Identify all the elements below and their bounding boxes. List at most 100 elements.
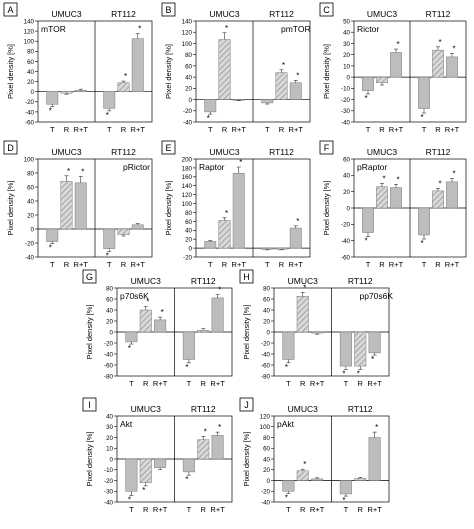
panel-j: J UMUC3 RT112 pAkt -40 -20 0 20 40 60 80 100 120 Pixe…	[239, 397, 390, 514]
y-tick-label: 40	[185, 75, 192, 82]
y-tick-label: 0	[347, 205, 351, 212]
x-tick-label: T	[422, 260, 427, 269]
y-tick-label: 100	[182, 201, 193, 208]
bar-umuc3-t	[46, 91, 59, 105]
x-tick-label: R+T	[153, 505, 168, 514]
significance-star: *	[364, 237, 367, 246]
bar-umuc3-rt	[154, 458, 167, 468]
bar-umuc3-t	[282, 331, 295, 360]
bar-umuc3-rt	[232, 173, 245, 249]
x-tick-label: R+T	[367, 505, 382, 514]
y-tick-label: -30	[104, 489, 114, 496]
significance-star: *	[106, 251, 109, 260]
group-label-umuc3: UMUC3	[51, 147, 81, 157]
bar-rt112-t	[261, 99, 274, 104]
group-label-rt112: RT112	[426, 9, 451, 19]
y-tick-label: -20	[25, 99, 35, 106]
group-label-umuc3: UMUC3	[367, 9, 397, 19]
bar-umuc3-t	[362, 76, 374, 91]
panel-letter-box	[82, 269, 97, 284]
significance-star: *	[303, 283, 306, 292]
panel-letter: G	[86, 272, 93, 282]
panel-letter: E	[165, 143, 171, 153]
panel-c: C UMUC3 RT112 Rictor -40 -30 -20 -10 0 10 20 30 40 50…	[319, 2, 467, 134]
y-tick-label: 20	[185, 237, 192, 244]
y-tick-label: -40	[341, 119, 351, 126]
y-tick-label: 20	[263, 318, 270, 325]
y-tick-label: -20	[183, 108, 193, 115]
y-tick-label: 20	[106, 318, 113, 325]
significance-star: *	[452, 45, 455, 54]
significance-star: *	[146, 298, 149, 307]
significance-star: *	[225, 209, 228, 218]
y-tick-label: 120	[24, 29, 35, 36]
y-tick-label: -10	[104, 467, 114, 474]
y-tick-label: -60	[341, 254, 351, 261]
bar-umuc3-r	[218, 39, 231, 100]
y-tick-label: -20	[261, 489, 271, 496]
bar-umuc3-t	[125, 331, 138, 343]
significance-star: *	[124, 72, 127, 81]
group-label-rt112: RT112	[191, 276, 216, 286]
y-tick-label: 30	[106, 424, 113, 431]
significance-star: *	[81, 168, 84, 177]
panel-title: Raptor	[199, 162, 225, 172]
y-tick-label: -20	[261, 340, 271, 347]
x-tick-label: T	[265, 260, 270, 269]
y-tick-label: 140	[24, 18, 35, 25]
x-tick-label: T	[129, 379, 134, 388]
panel-letter-box	[82, 397, 97, 412]
y-tick-label: 40	[343, 173, 350, 180]
bar-rt112-t	[182, 458, 195, 473]
x-tick-label: R	[143, 505, 149, 514]
y-axis-label: Pixel density [%]	[6, 180, 15, 235]
y-tick-label: -40	[104, 499, 114, 506]
significance-star: *	[303, 460, 306, 469]
y-tick-label: 160	[182, 174, 193, 181]
panel-title: pmTOR	[281, 24, 311, 34]
x-tick-label: R+T	[74, 125, 89, 134]
significance-star: *	[420, 239, 423, 248]
y-tick-label: 80	[185, 52, 192, 59]
y-tick-label: 80	[27, 170, 34, 177]
significance-star: *	[218, 423, 221, 432]
y-tick-label: 10	[343, 63, 350, 70]
x-tick-label: T	[265, 125, 270, 134]
x-tick-label: T	[366, 260, 371, 269]
panel-f: F UMUC3 RT112 pRaptor -60 -40 -20 0 20 40 60 Pixel …	[319, 140, 467, 269]
y-tick-label: -20	[341, 222, 351, 229]
y-tick-label: 0	[267, 478, 271, 485]
bar-rt112-r	[432, 190, 444, 209]
y-tick-label: 40	[263, 307, 270, 314]
x-tick-label: R+T	[367, 379, 382, 388]
x-tick-label: R+T	[445, 125, 460, 134]
x-tick-label: R+T	[74, 260, 89, 269]
bar-umuc3-r	[60, 91, 73, 94]
x-tick-label: R+T	[210, 379, 225, 388]
x-tick-label: R	[300, 505, 306, 514]
panel-letter-box	[3, 140, 18, 155]
y-tick-label: 120	[182, 30, 193, 37]
significance-star: *	[364, 94, 367, 103]
x-tick-label: T	[50, 125, 55, 134]
bar-umuc3-rt	[390, 187, 402, 209]
y-tick-label: 40	[106, 307, 113, 314]
panel-letter: A	[7, 5, 13, 15]
x-tick-label: R	[435, 260, 441, 269]
x-tick-label: R	[222, 125, 228, 134]
y-axis-label: Pixel density [%]	[164, 44, 173, 99]
x-tick-label: T	[286, 379, 291, 388]
x-tick-label: R+T	[289, 125, 304, 134]
panel-title: pRictor	[123, 162, 150, 172]
x-tick-label: T	[107, 260, 112, 269]
bar-rt112-rt	[211, 435, 224, 460]
group-label-rt112: RT112	[348, 404, 373, 414]
y-tick-label: 20	[343, 189, 350, 196]
y-tick-label: 10	[106, 446, 113, 453]
panel-letter: B	[165, 5, 171, 15]
bar-umuc3-r	[139, 458, 152, 483]
significance-star: *	[420, 113, 423, 122]
significance-star: *	[357, 369, 360, 378]
group-label-rt112: RT112	[269, 9, 294, 19]
